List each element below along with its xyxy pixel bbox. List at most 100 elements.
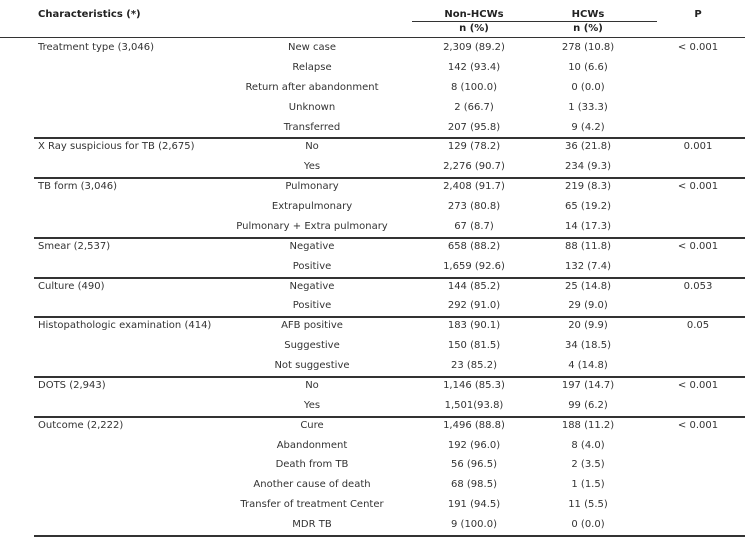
non-hcws-value: 1,659 (92.6) (443, 260, 505, 272)
group-name: X Ray suspicious for TB (2,675) (38, 141, 195, 153)
non-hcws-value: 207 (95.8) (447, 121, 501, 133)
subcategory: Negative (289, 240, 335, 252)
p-value: < 0.001 (677, 240, 719, 252)
subcategory: Pulmonary (285, 181, 339, 193)
header-cell: Characteristics (*) (38, 9, 141, 20)
group-rule (34, 376, 745, 378)
group-name: DOTS (2,943) (38, 379, 106, 391)
hcws-value: 99 (6.2) (568, 399, 608, 411)
non-hcws-value: 1,496 (88.8) (443, 419, 505, 431)
non-hcws-value: 2 (66.7) (454, 101, 494, 113)
p-value: 0.001 (683, 141, 713, 153)
non-hcws-value: 183 (90.1) (447, 320, 501, 332)
non-hcws-value: 144 (85.2) (447, 280, 501, 292)
header-rule (412, 21, 657, 22)
hcws-value: 1 (33.3) (568, 101, 608, 113)
hcws-value: 132 (7.4) (565, 260, 611, 272)
subcategory: New case (288, 42, 336, 53)
subcategory: Relapse (292, 61, 332, 73)
group-name: Culture (490) (38, 280, 105, 292)
non-hcws-value: 273 (80.8) (447, 201, 501, 212)
group-name: Histopathologic examination (414) (38, 320, 212, 332)
hcws-value: 2 (3.5) (571, 459, 605, 471)
non-hcws-value: 142 (93.4) (447, 61, 501, 73)
subcategory: Not suggestive (274, 360, 350, 371)
hcws-value: 88 (11.8) (565, 240, 611, 252)
header-cell: P (694, 9, 702, 20)
non-hcws-value: 2,408 (91.7) (443, 181, 505, 193)
group-rule (34, 237, 745, 239)
non-hcws-value: 23 (85.2) (451, 360, 497, 371)
non-hcws-value: 150 (81.5) (447, 340, 501, 352)
header-cell: Non-HCWs (444, 9, 504, 20)
p-value: 0.053 (683, 280, 713, 292)
subcategory: Transfer of treatment Center (240, 499, 384, 511)
p-value: < 0.001 (677, 42, 719, 53)
subcategory: Death from TB (275, 459, 349, 471)
hcws-value: 36 (21.8) (565, 141, 611, 153)
group-name: TB form (3,046) (38, 181, 118, 193)
non-hcws-value: 129 (78.2) (447, 141, 501, 153)
hcws-value: 34 (18.5) (565, 340, 611, 352)
hcws-value: 11 (5.5) (568, 499, 608, 511)
group-name: Outcome (2,222) (38, 419, 124, 431)
non-hcws-value: 1,146 (85.3) (443, 379, 505, 391)
hcws-value: 219 (8.3) (565, 181, 611, 193)
header-cell: HCWs (571, 9, 605, 20)
non-hcws-value: 67 (8.7) (454, 220, 494, 232)
non-hcws-value: 658 (88.2) (447, 240, 501, 252)
subcategory: Positive (292, 300, 332, 312)
subcategory: Return after abandonment (245, 81, 379, 93)
subcategory: No (305, 379, 319, 391)
hcws-value: 65 (19.2) (565, 201, 611, 212)
subcategory: MDR TB (292, 519, 332, 530)
hcws-value: 20 (9.9) (568, 320, 608, 332)
p-value: < 0.001 (677, 419, 719, 431)
group-rule (34, 277, 745, 279)
non-hcws-value: 1,501(93.8) (444, 399, 504, 411)
hcws-value: 9 (4.2) (571, 121, 605, 133)
hcws-value: 25 (14.8) (565, 280, 611, 292)
hcws-value: 0 (0.0) (571, 81, 605, 93)
hcws-value: 10 (6.6) (568, 61, 608, 73)
subcategory: AFB positive (281, 320, 343, 332)
non-hcws-value: 56 (96.5) (451, 459, 497, 471)
non-hcws-value: 68 (98.5) (451, 479, 497, 491)
non-hcws-value: 9 (100.0) (451, 519, 497, 530)
hcws-value: 197 (14.7) (561, 379, 615, 391)
subcategory: Cure (300, 419, 324, 431)
group-rule (34, 177, 745, 179)
non-hcws-value: 8 (100.0) (451, 81, 497, 93)
subcategory: Abandonment (276, 439, 348, 451)
subcategory: Positive (292, 260, 332, 272)
group-rule (34, 137, 745, 139)
hcws-value: 8 (4.0) (571, 439, 605, 451)
hcws-value: 14 (17.3) (565, 220, 611, 232)
hcws-value: 234 (9.3) (565, 161, 611, 173)
hcws-value: 4 (14.8) (568, 360, 608, 371)
non-hcws-value: 192 (96.0) (447, 439, 501, 451)
hcws-value: 278 (10.8) (561, 42, 615, 53)
hcws-value: 188 (11.2) (561, 419, 615, 431)
non-hcws-value: 292 (91.0) (447, 300, 501, 312)
group-name: Treatment type (3,046) (38, 42, 155, 53)
non-hcws-value: 2,276 (90.7) (443, 161, 505, 173)
header-rule (0, 37, 745, 38)
subcategory: Suggestive (284, 340, 340, 352)
subcategory: Extrapulmonary (271, 201, 353, 212)
p-value: < 0.001 (677, 181, 719, 193)
subcategory: Yes (303, 399, 321, 411)
subcategory: Pulmonary + Extra pulmonary (236, 220, 388, 232)
group-rule (34, 316, 745, 318)
hcws-value: 29 (9.0) (568, 300, 608, 312)
hcws-value: 1 (1.5) (571, 479, 605, 491)
subcategory: Unknown (288, 101, 336, 113)
p-value: < 0.001 (677, 379, 719, 391)
group-name: Smear (2,537) (38, 240, 111, 252)
hcws-value: 0 (0.0) (571, 519, 605, 530)
subcategory: Transferred (283, 121, 341, 133)
header-cell: n (%) (573, 23, 603, 34)
subcategory: Another cause of death (253, 479, 371, 491)
non-hcws-value: 191 (94.5) (447, 499, 501, 511)
